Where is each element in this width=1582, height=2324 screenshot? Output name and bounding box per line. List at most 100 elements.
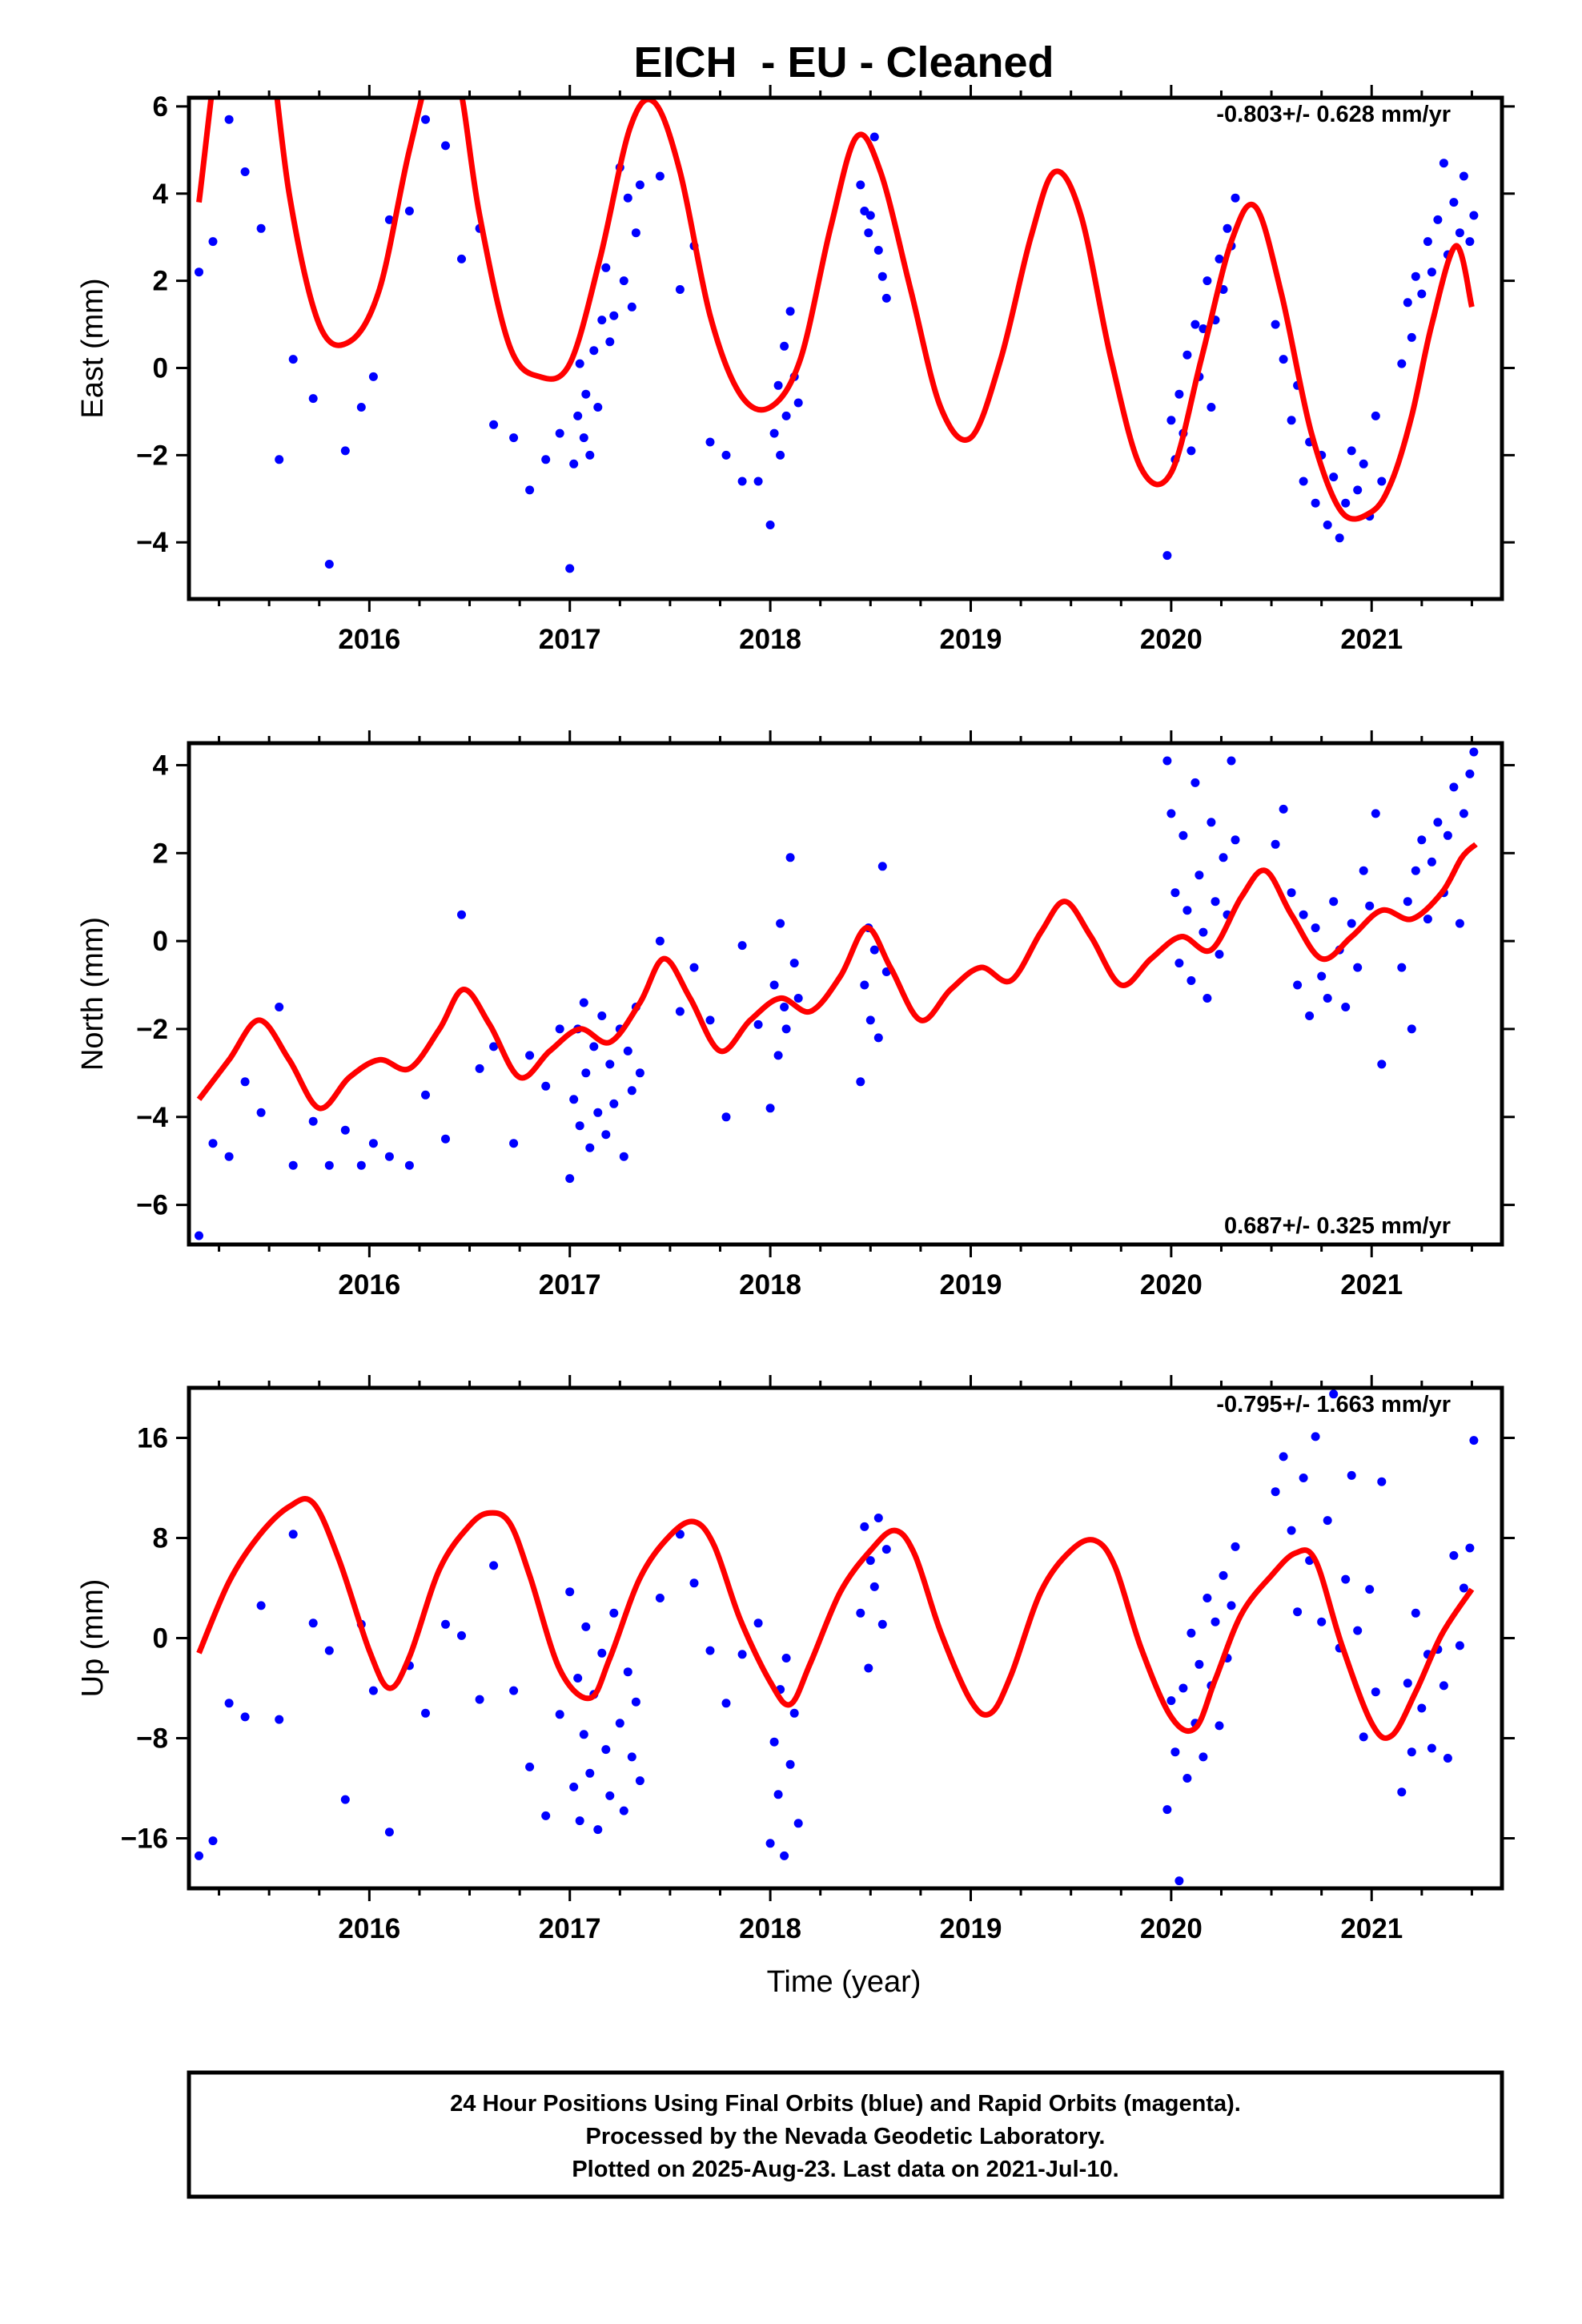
north-data-point <box>1365 901 1375 911</box>
up-data-point <box>773 1790 783 1799</box>
up-data-point <box>573 1674 583 1683</box>
east-data-point <box>1371 411 1380 420</box>
east-data-point <box>1182 350 1192 360</box>
up-data-point <box>1417 1703 1427 1713</box>
east-data-point <box>1353 485 1363 495</box>
north-data-point <box>765 1104 775 1113</box>
east-plot-area <box>195 98 1479 573</box>
north-data-point <box>509 1139 519 1148</box>
north-data-point <box>737 941 747 951</box>
east-data-point <box>575 359 584 368</box>
east-data-point <box>1271 320 1280 329</box>
east-data-point <box>421 115 430 124</box>
east-data-point <box>565 564 575 573</box>
north-data-point <box>340 1125 350 1135</box>
up-data-point <box>1166 1696 1176 1706</box>
up-data-point <box>635 1776 644 1786</box>
north-data-point <box>1433 818 1443 827</box>
up-plot-area <box>195 1389 1479 1886</box>
north-data-point <box>1469 747 1479 757</box>
north-data-point <box>623 1046 632 1055</box>
east-data-point <box>224 115 234 124</box>
up-data-point <box>1162 1805 1172 1815</box>
north-data-point <box>785 853 795 862</box>
east-data-point <box>1455 228 1464 238</box>
east-data-point <box>441 141 450 151</box>
up-data-point <box>1174 1876 1184 1886</box>
east-y-tick-label: 4 <box>153 179 169 210</box>
north-data-point <box>368 1139 378 1148</box>
up-data-point <box>737 1650 747 1659</box>
north-data-point <box>1377 1059 1387 1069</box>
up-data-point <box>1293 1607 1303 1617</box>
north-data-point <box>404 1160 414 1170</box>
up-data-point <box>1178 1683 1188 1693</box>
east-data-point <box>275 455 284 464</box>
up-data-point <box>615 1719 624 1728</box>
up-data-point <box>860 1522 869 1531</box>
east-data-point <box>593 403 603 412</box>
north-data-point <box>1211 897 1220 907</box>
north-data-point <box>1423 915 1432 924</box>
up-data-point <box>1195 1659 1204 1669</box>
north-data-point <box>705 1015 715 1025</box>
north-data-point <box>1199 927 1208 937</box>
east-data-point <box>525 485 535 495</box>
east-data-point <box>873 246 883 255</box>
up-data-point <box>1397 1787 1407 1797</box>
up-data-point <box>1317 1617 1327 1626</box>
up-y-tick-label: 16 <box>137 1423 168 1454</box>
up-plot-frame <box>187 1385 1504 1891</box>
north-data-point <box>1407 1024 1416 1034</box>
up-data-point <box>769 1737 779 1747</box>
east-y-tick-label: 6 <box>153 91 168 123</box>
up-data-point <box>240 1712 250 1722</box>
up-data-point <box>195 1851 203 1860</box>
north-data-point <box>1311 923 1320 933</box>
up-data-point <box>1359 1732 1368 1742</box>
footer-line-1: 24 Hour Positions Using Final Orbits (bl… <box>450 2091 1241 2117</box>
up-data-point <box>555 1710 564 1719</box>
north-data-point <box>1170 888 1180 898</box>
up-data-point <box>1211 1617 1220 1626</box>
north-y-tick-label: 0 <box>153 926 168 957</box>
up-data-point <box>1219 1570 1228 1580</box>
x-axis-title: Time (year) <box>767 1965 921 1999</box>
up-data-point <box>789 1708 799 1718</box>
north-x-tick-label: 2018 <box>739 1269 801 1301</box>
north-data-point <box>256 1108 266 1117</box>
up-data-point <box>705 1646 715 1655</box>
up-data-point <box>585 1768 595 1778</box>
east-data-point <box>765 521 775 529</box>
up-data-point <box>308 1618 318 1628</box>
east-y-axis-title: East (mm) <box>76 278 110 418</box>
east-data-point <box>1231 193 1240 203</box>
east-data-point <box>856 180 865 190</box>
east-data-point <box>208 237 218 247</box>
east-data-point <box>627 302 636 312</box>
north-data-point <box>384 1152 394 1161</box>
east-data-point <box>1341 498 1351 508</box>
north-data-point <box>195 1231 203 1240</box>
up-data-point <box>597 1648 607 1658</box>
north-data-point <box>1279 804 1288 814</box>
north-y-tick-label: −4 <box>136 1102 168 1133</box>
up-x-tick-label: 2018 <box>739 1913 801 1944</box>
north-data-point <box>1353 963 1363 972</box>
north-data-point <box>1287 888 1296 898</box>
north-data-point <box>619 1152 628 1161</box>
up-data-point <box>1427 1743 1436 1753</box>
north-data-point <box>1207 818 1216 827</box>
up-data-point <box>1439 1681 1448 1691</box>
up-data-point <box>623 1667 632 1677</box>
north-data-point <box>776 919 785 928</box>
up-data-point <box>609 1608 619 1618</box>
north-data-point <box>1465 769 1475 778</box>
north-data-point <box>1195 870 1204 880</box>
up-x-tick-label: 2020 <box>1140 1913 1203 1944</box>
north-data-point <box>565 1174 575 1184</box>
north-data-point <box>601 1130 611 1140</box>
east-data-point <box>781 411 791 420</box>
up-data-point <box>1329 1389 1339 1399</box>
up-data-point <box>873 1514 883 1522</box>
